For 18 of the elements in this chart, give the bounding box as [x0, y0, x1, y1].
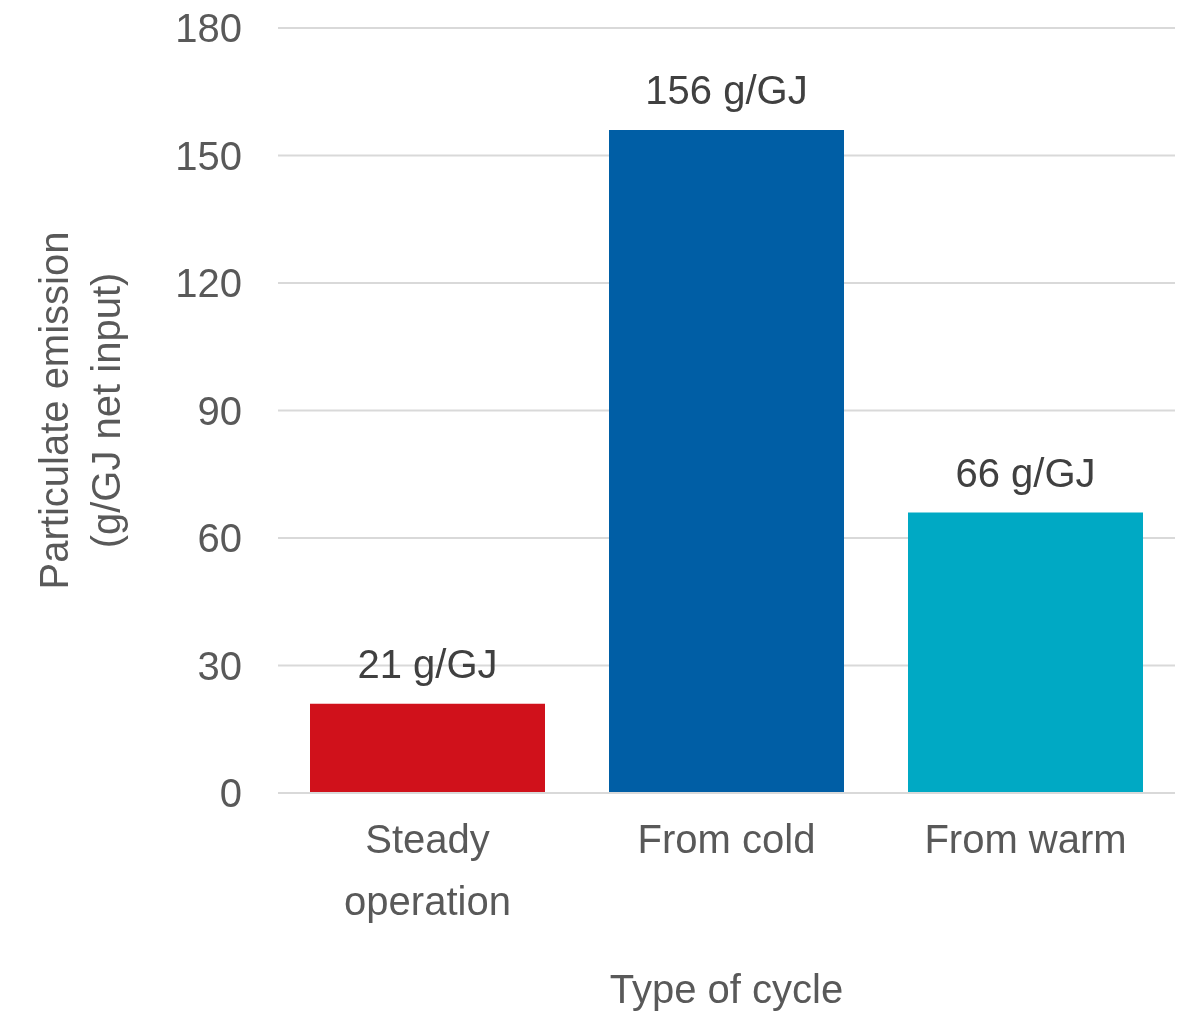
y-tick-label: 60 — [197, 516, 242, 561]
y-axis-title: Particulate emission (g/GJ net input) — [32, 231, 128, 590]
y-tick-label: 90 — [197, 388, 242, 433]
y-tick-label: 120 — [175, 261, 242, 306]
bar — [310, 703, 545, 793]
y-tick-label: 30 — [197, 643, 242, 688]
y-tick-label: 0 — [219, 771, 242, 816]
x-tick-label: From warm — [924, 817, 1127, 861]
data-label: 21 g/GJ — [357, 641, 498, 686]
y-tick-label: 180 — [175, 6, 242, 51]
x-tick-label: Steady operation — [344, 817, 511, 923]
x-tick-label: From cold — [637, 817, 816, 861]
y-tick-label: 150 — [175, 133, 242, 178]
bar — [908, 512, 1143, 793]
bar — [609, 130, 844, 793]
data-label: 156 g/GJ — [645, 68, 808, 112]
x-axis-title: Type of cycle — [609, 967, 844, 1011]
data-label: 66 g/GJ — [955, 450, 1096, 495]
